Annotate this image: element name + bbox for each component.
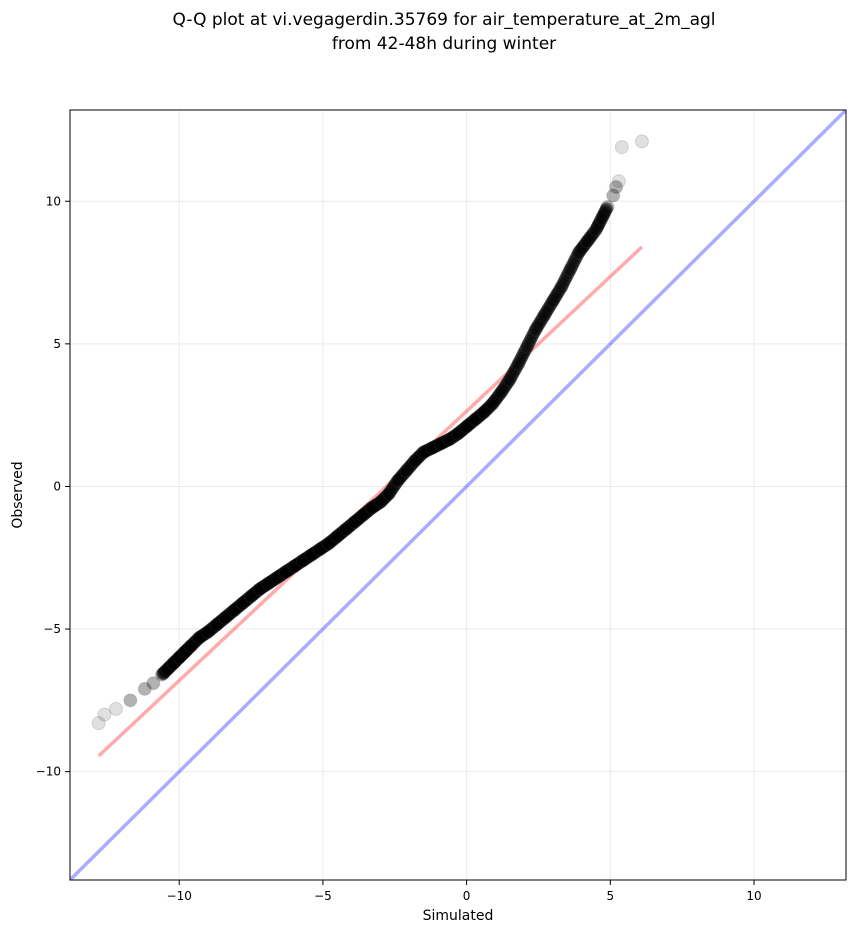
data-point — [600, 199, 615, 214]
x-tick-label: 5 — [607, 889, 615, 903]
data-point — [634, 134, 649, 149]
chart-title: Q-Q plot at vi.vegagerdin.35769 for air_… — [172, 10, 715, 30]
x-tick-label: −5 — [314, 889, 332, 903]
x-tick-label: 0 — [463, 889, 471, 903]
grid-lines — [70, 110, 846, 880]
data-point — [606, 188, 621, 203]
data-point — [123, 693, 138, 708]
chart-subtitle: from 42-48h during winter — [332, 34, 556, 54]
data-point — [614, 140, 629, 155]
data-point — [599, 202, 613, 216]
y-axis-label: Observed — [10, 461, 26, 528]
data-point — [97, 707, 112, 722]
data-point — [108, 701, 123, 716]
identity-line — [70, 110, 846, 880]
x-tick-label: 10 — [746, 889, 761, 903]
data-point — [137, 681, 152, 696]
y-tick-label: 5 — [53, 337, 61, 351]
data-point — [611, 174, 626, 189]
y-tick-label: 0 — [53, 479, 61, 493]
data-point — [609, 180, 624, 194]
plot-frame — [69, 109, 847, 881]
y-tick-label: −5 — [43, 622, 61, 636]
data-point — [146, 676, 161, 691]
data-points — [91, 134, 649, 731]
y-tick-label: 10 — [46, 194, 61, 208]
x-axis-label: Simulated — [423, 908, 494, 924]
y-tick-label: −10 — [36, 765, 61, 779]
data-point — [91, 716, 106, 731]
axis-ticks: −10 −5 0 5 10 −10 −5 0 5 10 — [36, 194, 762, 903]
x-tick-label: −10 — [167, 889, 192, 903]
